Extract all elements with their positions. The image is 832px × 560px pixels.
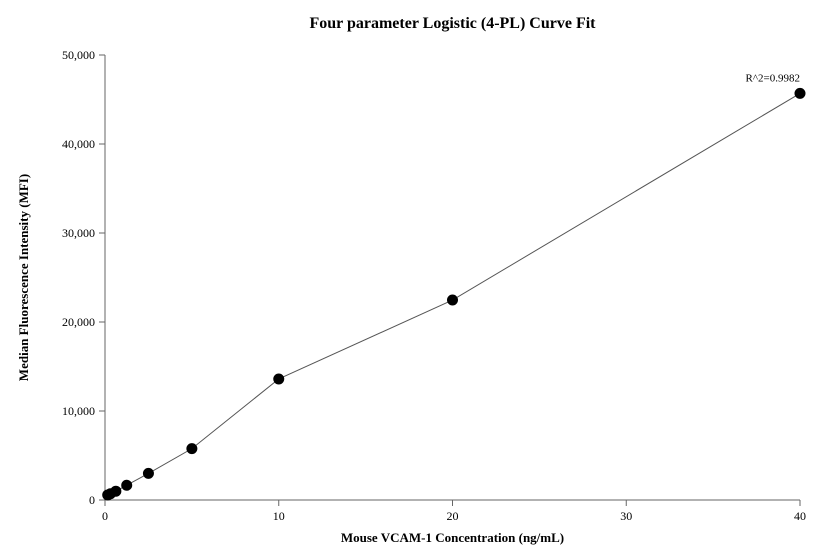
data-point: [122, 480, 132, 490]
y-tick-label: 50,000: [62, 48, 95, 62]
y-tick-label: 10,000: [62, 404, 95, 418]
data-point: [795, 88, 805, 98]
chart-title: Four parameter Logistic (4-PL) Curve Fit: [309, 15, 596, 32]
y-tick-label: 30,000: [62, 226, 95, 240]
data-point: [143, 468, 153, 478]
r-squared-annotation: R^2=0.9982: [746, 73, 800, 85]
x-axis-label: Mouse VCAM-1 Concentration (ng/mL): [341, 530, 564, 545]
y-tick-label: 40,000: [62, 137, 95, 151]
data-point: [187, 444, 197, 454]
chart-background: [0, 0, 832, 560]
x-tick-label: 10: [273, 509, 285, 523]
x-tick-label: 30: [620, 509, 632, 523]
x-tick-label: 20: [447, 509, 459, 523]
data-point: [111, 486, 121, 496]
x-tick-label: 40: [794, 509, 806, 523]
y-axis-label: Median Fluorescence Intensity (MFI): [16, 174, 31, 381]
curve-fit-chart: Four parameter Logistic (4-PL) Curve Fit…: [0, 0, 832, 560]
data-point: [448, 295, 458, 305]
y-tick-label: 0: [89, 493, 95, 507]
chart-container: Four parameter Logistic (4-PL) Curve Fit…: [0, 0, 832, 560]
x-tick-label: 0: [102, 509, 108, 523]
data-point: [274, 374, 284, 384]
y-tick-label: 20,000: [62, 315, 95, 329]
